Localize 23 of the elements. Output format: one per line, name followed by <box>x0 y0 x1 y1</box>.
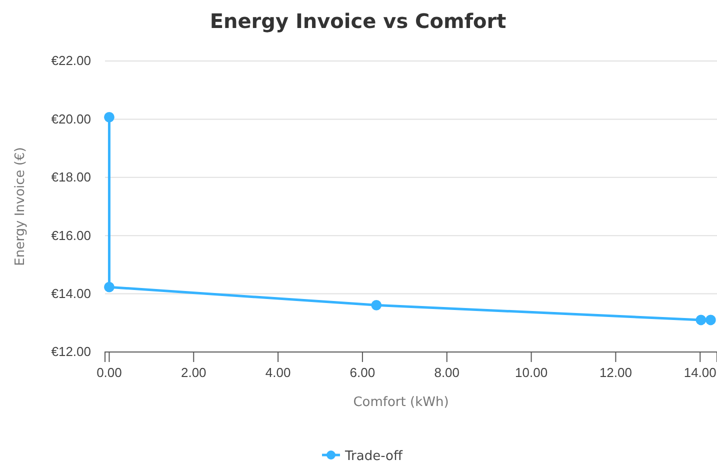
point <box>371 300 382 310</box>
x-tick-label: 0.00 <box>96 365 122 380</box>
chart-title: Energy Invoice vs Comfort <box>210 9 507 33</box>
y-tick-label: €22.00 <box>51 53 91 68</box>
point <box>696 314 706 326</box>
x-tick-label: 4.00 <box>265 365 291 380</box>
point <box>705 314 716 326</box>
y-tick-label: €20.00 <box>51 111 91 126</box>
x-tick-label: 14.00 <box>684 365 716 380</box>
x-tick-label: 6.00 <box>350 365 376 380</box>
x-tick-label: 8.00 <box>434 365 460 380</box>
x-tick-label: 2.00 <box>180 365 206 380</box>
x-axis-title: Comfort (kWh) <box>353 395 449 410</box>
y-tick-label: €18.00 <box>51 170 91 185</box>
y-axis-title: Energy Invoice (€) <box>13 147 28 266</box>
x-tick-label: 10.00 <box>515 365 548 380</box>
y-tick-label: €14.00 <box>51 286 91 301</box>
y-tick-label: €16.00 <box>51 228 91 243</box>
y-tick-label: €12.00 <box>51 344 91 360</box>
point <box>104 112 114 122</box>
x-tick-label: 12.00 <box>599 365 632 380</box>
legend-label: Trade-off <box>344 449 404 463</box>
point <box>104 282 114 292</box>
